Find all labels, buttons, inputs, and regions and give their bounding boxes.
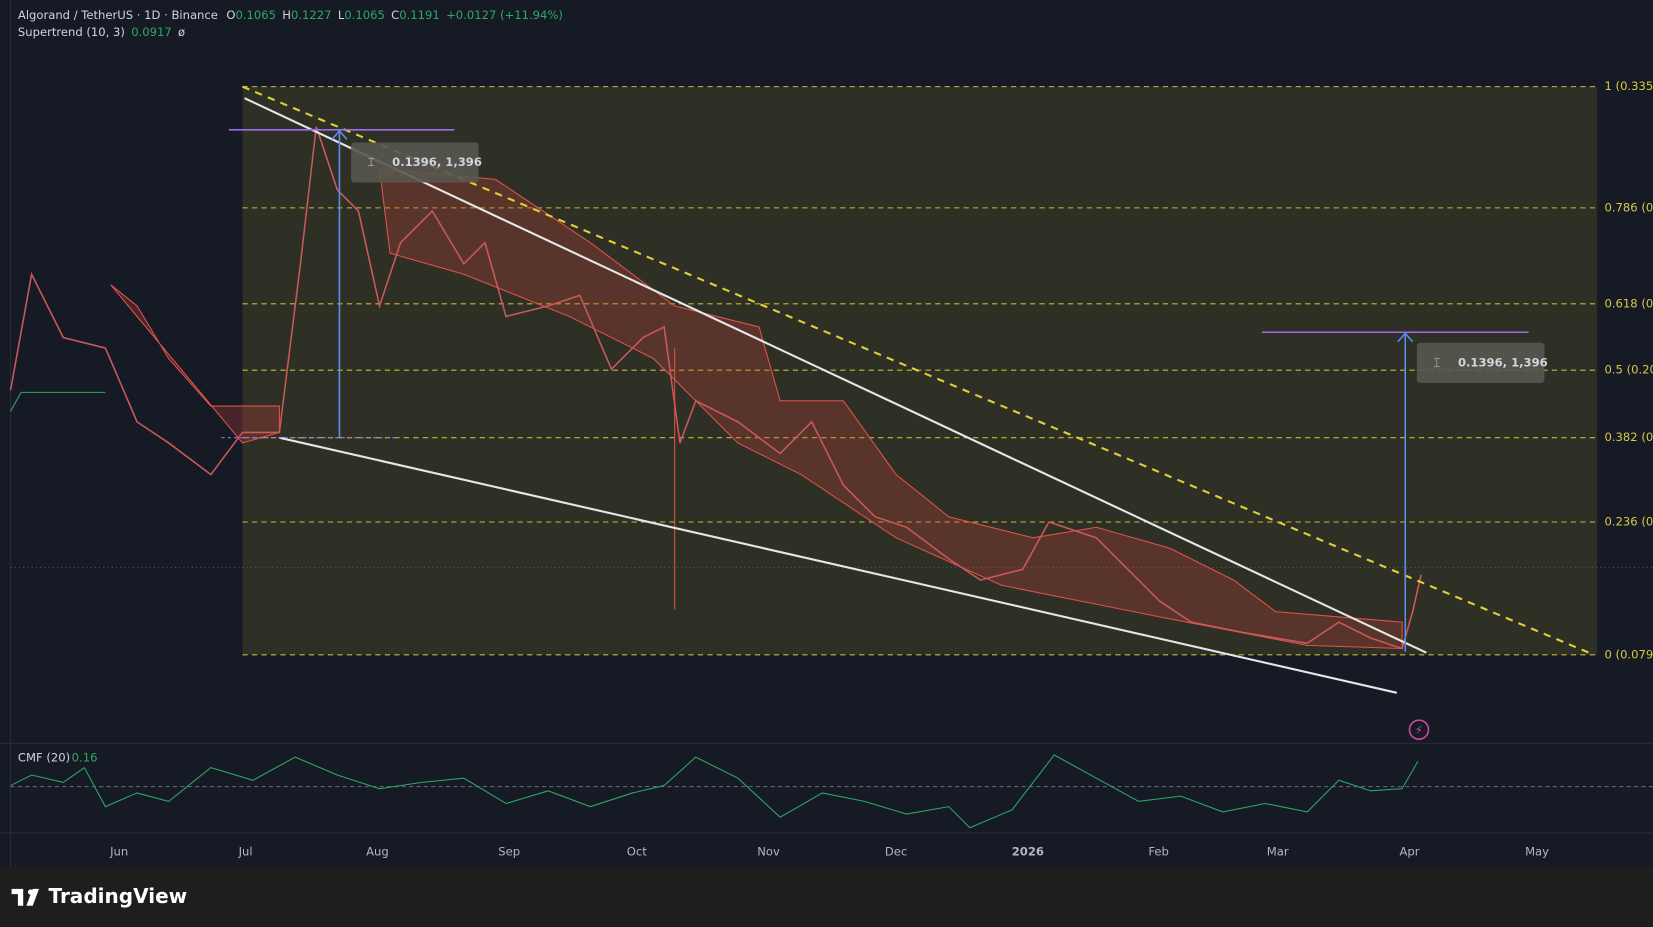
arrow-head	[331, 129, 348, 140]
header: Algorand / TetherUS · 1D · Binance O0.106…	[18, 7, 563, 21]
fib-label: 0.786 (0.	[1605, 200, 1653, 214]
ohlc-label: H	[282, 7, 291, 21]
x-label: Jul	[238, 844, 253, 858]
measure-label: 0.1396, 1,396	[1458, 355, 1548, 369]
indicator-icon: ø	[178, 24, 185, 38]
brand[interactable]: TradingView	[11, 884, 188, 908]
x-label: Feb	[1148, 844, 1168, 858]
supertrend-up	[10, 391, 106, 412]
symbol: Algorand / TetherUS · 1D · Binance	[18, 7, 218, 21]
trendline-dashed	[242, 85, 1595, 656]
ohlc-value: 0.1065	[235, 7, 276, 21]
brand-dot	[27, 889, 34, 895]
measure-icon: ⌶	[1433, 355, 1440, 369]
change: +0.0127 (+11.94%)	[446, 7, 563, 21]
ohlc-label: O	[226, 7, 235, 21]
supertrend-band	[110, 168, 1403, 650]
fib-label: 0.618 (0.	[1605, 296, 1653, 310]
ohlc-value: 0.1065	[344, 7, 385, 21]
alert-glyph[interactable]: ⚡	[1415, 723, 1423, 737]
indicator-name: Supertrend (10, 3)	[18, 24, 125, 38]
fib-label: 0 (0.0794	[1605, 647, 1653, 661]
ohlc-value: 0.1191	[399, 7, 440, 21]
trendline-upper	[244, 97, 1427, 654]
price-path	[9, 126, 1422, 650]
x-label: Apr	[1399, 844, 1419, 858]
x-label: May	[1525, 844, 1549, 858]
x-label: Oct	[627, 844, 647, 858]
ohlc-value: 0.1227	[291, 7, 332, 21]
indicator-value: 0.0917	[131, 24, 172, 38]
cmf-name: CMF (20)	[18, 751, 70, 765]
fib-label: 1 (0.3358	[1605, 79, 1653, 93]
fib-label: 0.236 (0.	[1605, 515, 1653, 529]
x-label: Nov	[757, 844, 780, 858]
footer	[0, 866, 1653, 927]
x-label: Sep	[498, 844, 520, 858]
arrow-head	[1397, 332, 1414, 343]
trendline-lower	[279, 436, 1398, 694]
fib-label: 0.5 (0.20	[1605, 363, 1653, 377]
cmf-line	[10, 754, 1419, 829]
ohlc-label: C	[391, 7, 399, 21]
measure-box	[351, 142, 479, 183]
fib-label: 0.382 (0.	[1605, 430, 1653, 444]
brand-name[interactable]: TradingView	[48, 884, 187, 908]
ohlc-label: L	[338, 7, 345, 21]
measure-box	[1416, 342, 1545, 383]
x-label: Mar	[1267, 844, 1289, 858]
alert-icon[interactable]	[1408, 719, 1430, 740]
measure-icon: ⌶	[368, 155, 375, 169]
x-label: Aug	[366, 844, 389, 858]
cmf-value: 0.16	[72, 751, 98, 765]
indicator: Supertrend (10, 3) 0.0917 ø	[18, 24, 185, 38]
measure-label: 0.1396, 1,396	[392, 155, 482, 169]
x-label: Jun	[109, 844, 128, 858]
x-axis: Jun Jul Aug Sep Oct Nov Dec 2026 Feb Mar…	[109, 844, 1549, 858]
x-label: 2026	[1012, 844, 1044, 858]
x-label: Dec	[885, 844, 907, 858]
fib-retracement: 1 (0.3358 0.786 (0. 0.618 (0. 0.5 (0.20 …	[242, 79, 1653, 661]
